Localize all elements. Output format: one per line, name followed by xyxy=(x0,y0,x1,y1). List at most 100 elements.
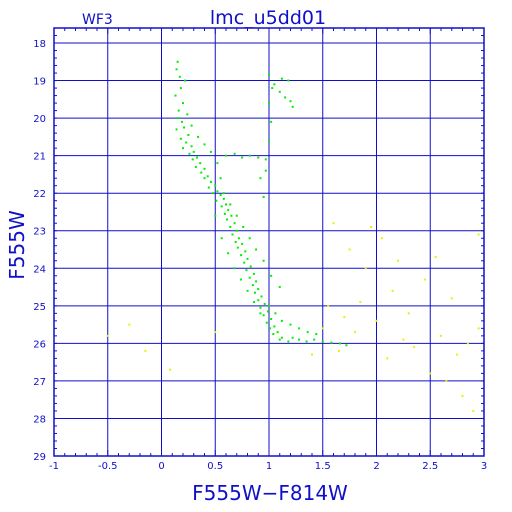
y-tick-label: 27 xyxy=(33,377,46,388)
data-point-main xyxy=(244,250,247,253)
data-point-main xyxy=(268,304,270,307)
data-point-outlier xyxy=(354,331,356,334)
data-point-main xyxy=(227,209,230,212)
data-point-main xyxy=(248,154,251,157)
data-point-main xyxy=(219,177,222,180)
data-point-main xyxy=(209,180,212,183)
data-point-main xyxy=(190,124,193,127)
x-tick-label: 1.5 xyxy=(315,461,331,472)
data-point-outlier xyxy=(327,304,330,307)
y-tick-label: 25 xyxy=(33,302,46,313)
data-point-outlier xyxy=(450,297,453,300)
data-point-main xyxy=(241,242,244,245)
data-point-main xyxy=(255,280,258,283)
data-point-main xyxy=(190,145,193,148)
data-point-main xyxy=(230,214,233,217)
data-point-main xyxy=(264,169,267,172)
data-point-main xyxy=(207,186,210,189)
data-point-main xyxy=(243,261,246,264)
data-point-outlier xyxy=(391,289,394,292)
data-point-main xyxy=(216,162,219,165)
data-point-main xyxy=(259,306,262,309)
data-point-main xyxy=(192,150,195,153)
data-point-main xyxy=(233,152,236,155)
data-point-main xyxy=(259,312,262,315)
data-point-outlier xyxy=(434,256,437,259)
data-point-main xyxy=(229,225,232,228)
data-point-main xyxy=(278,286,281,289)
data-point-outlier xyxy=(440,334,442,337)
data-point-main xyxy=(291,336,294,339)
data-point-outlier xyxy=(456,353,459,356)
data-point-main xyxy=(273,83,276,86)
data-point-main xyxy=(214,184,217,187)
data-point-main xyxy=(240,278,243,281)
data-point-main xyxy=(209,150,212,153)
data-point-outlier xyxy=(386,357,389,360)
data-point-main xyxy=(179,87,182,90)
data-point-main xyxy=(278,90,281,93)
data-point-main xyxy=(235,214,238,217)
data-point-main xyxy=(269,327,272,330)
data-point-outlier xyxy=(364,267,367,270)
data-point-main xyxy=(188,152,191,155)
data-point-main xyxy=(271,87,274,90)
data-point-outlier xyxy=(397,259,399,262)
x-tick-label: 0 xyxy=(158,461,164,472)
data-point-main xyxy=(200,171,203,174)
data-point-outlier xyxy=(423,278,426,281)
data-point-outlier xyxy=(311,353,313,356)
data-point-main xyxy=(268,139,270,142)
chart-title: lmc_u5dd01 xyxy=(210,7,326,29)
data-point-outlier xyxy=(477,327,480,330)
data-point-main xyxy=(298,327,301,330)
data-point-main xyxy=(199,162,202,165)
data-point-main xyxy=(246,289,249,292)
data-point-outlier xyxy=(375,319,378,322)
x-tick-label: -1 xyxy=(49,461,59,472)
data-point-main xyxy=(214,214,217,217)
x-tick-label: 0.5 xyxy=(207,461,223,472)
y-tick-label: 23 xyxy=(33,227,46,238)
data-point-outlier xyxy=(370,225,373,228)
x-tick-label: 2.5 xyxy=(422,461,438,472)
data-point-main xyxy=(220,205,223,208)
data-point-main xyxy=(260,295,263,298)
data-point-main xyxy=(270,317,273,320)
data-point-main xyxy=(175,68,178,71)
grid-lines xyxy=(54,28,484,456)
data-point-main xyxy=(180,120,183,123)
data-point-main xyxy=(291,105,294,108)
data-point-main xyxy=(305,340,308,343)
data-point-main xyxy=(259,177,262,180)
data-point-main xyxy=(246,257,249,260)
data-point-main xyxy=(265,321,268,324)
data-point-main xyxy=(313,338,316,341)
data-point-main xyxy=(298,338,301,341)
data-point-outlier xyxy=(461,394,464,397)
data-point-main xyxy=(177,109,180,112)
data-point-main xyxy=(223,212,226,215)
data-point-main xyxy=(175,128,178,131)
data-point-main xyxy=(176,117,179,120)
data-point-main xyxy=(255,248,258,251)
data-point-main xyxy=(186,113,189,116)
data-point-main xyxy=(268,73,270,76)
data-point-outlier xyxy=(472,409,475,412)
data-point-main xyxy=(280,77,283,80)
y-tick-label: 20 xyxy=(33,114,46,125)
data-point-main xyxy=(242,225,245,228)
x-axis-title: F555W−F814W xyxy=(192,481,348,505)
data-point-main xyxy=(249,265,252,268)
chip-label: WF3 xyxy=(82,12,113,28)
data-point-main xyxy=(229,203,232,206)
data-point-main xyxy=(248,276,251,279)
data-point-main xyxy=(257,299,260,302)
data-point-main xyxy=(266,310,269,313)
data-point-main xyxy=(280,319,283,322)
data-point-main xyxy=(241,156,244,159)
data-point-main xyxy=(222,192,225,195)
data-point-main xyxy=(270,274,273,277)
data-point-main xyxy=(225,154,227,157)
